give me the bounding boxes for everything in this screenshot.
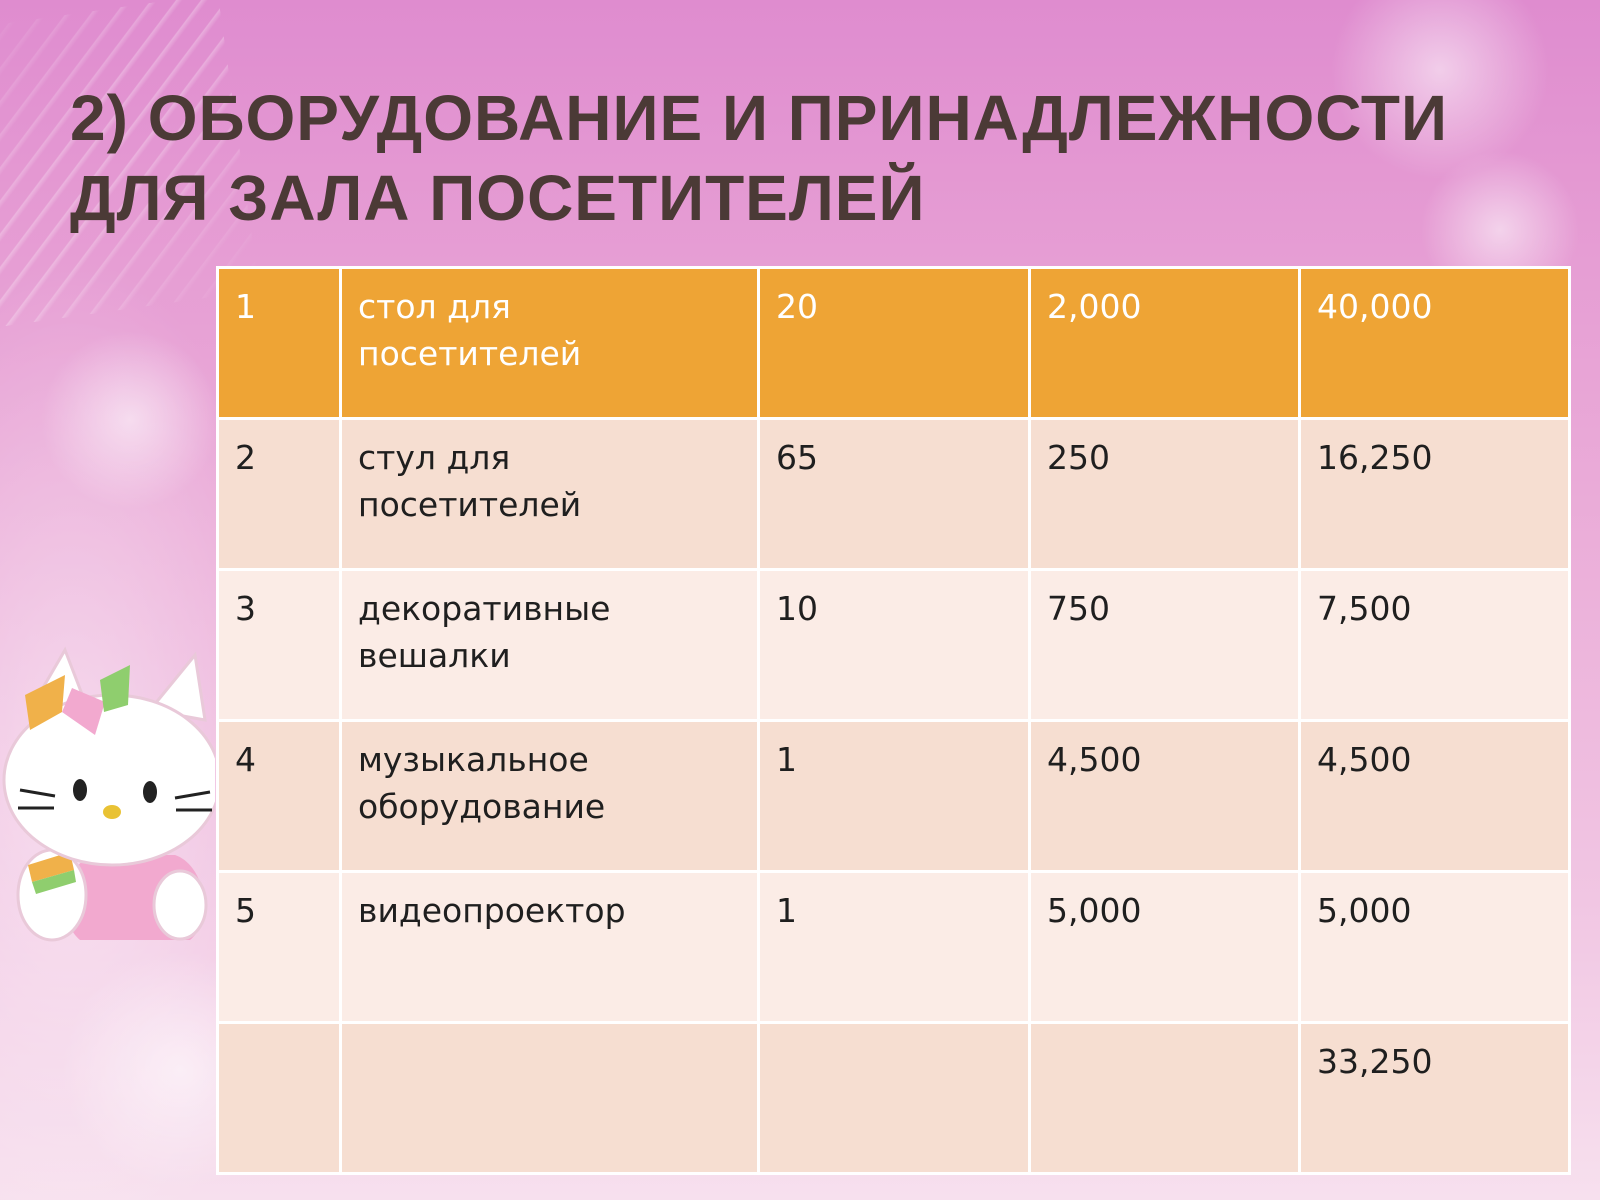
- total-cell: 4,500: [1298, 719, 1571, 873]
- equipment-table: 1 стол для посетителей 20 2,000 40,000 2…: [216, 266, 1571, 1175]
- item-name-cell: стул для посетителей: [339, 417, 760, 571]
- total-cell: 5,000: [1298, 870, 1571, 1024]
- row-number-cell: 5: [216, 870, 342, 1024]
- unit-price-cell: [1028, 1021, 1301, 1175]
- total-cell: 7,500: [1298, 568, 1571, 722]
- unit-price-cell: 2,000: [1028, 266, 1301, 420]
- row-number-cell: [216, 1021, 342, 1175]
- row-number-cell: 4: [216, 719, 342, 873]
- table-row: 33,250: [216, 1021, 1571, 1175]
- bokeh-light: [40, 330, 220, 510]
- unit-price-cell: 750: [1028, 568, 1301, 722]
- total-cell: 40,000: [1298, 266, 1571, 420]
- bokeh-light: [1330, 0, 1550, 180]
- grand-total-cell: 33,250: [1298, 1021, 1571, 1175]
- row-number-cell: 2: [216, 417, 342, 571]
- quantity-cell: 65: [757, 417, 1031, 571]
- quantity-cell: 10: [757, 568, 1031, 722]
- quantity-cell: 20: [757, 266, 1031, 420]
- table-row: 1 стол для посетителей 20 2,000 40,000: [216, 266, 1571, 420]
- item-name-cell: стол для посетителей: [339, 266, 760, 420]
- unit-price-cell: 250: [1028, 417, 1301, 571]
- item-name-cell: видеопроектор: [339, 870, 760, 1024]
- table-row: 3 декоративные вешалки 10 750 7,500: [216, 568, 1571, 722]
- unit-price-cell: 5,000: [1028, 870, 1301, 1024]
- quantity-cell: 1: [757, 719, 1031, 873]
- table-row: 2 стул для посетителей 65 250 16,250: [216, 417, 1571, 571]
- quantity-cell: [757, 1021, 1031, 1175]
- unit-price-cell: 4,500: [1028, 719, 1301, 873]
- hello-kitty-icon: [2, 646, 215, 942]
- table-row: 4 музыкальное оборудование 1 4,500 4,500: [216, 719, 1571, 873]
- item-name-cell: музыкальное оборудование: [339, 719, 760, 873]
- quantity-cell: 1: [757, 870, 1031, 1024]
- table-row: 5 видеопроектор 1 5,000 5,000: [216, 870, 1571, 1024]
- slide-title: 2) Оборудование и принадлежности для зал…: [70, 82, 1448, 234]
- row-number-cell: 3: [216, 568, 342, 722]
- total-cell: 16,250: [1298, 417, 1571, 571]
- item-name-cell: декоративные вешалки: [339, 568, 760, 722]
- row-number-cell: 1: [216, 266, 342, 420]
- item-name-cell: [339, 1021, 760, 1175]
